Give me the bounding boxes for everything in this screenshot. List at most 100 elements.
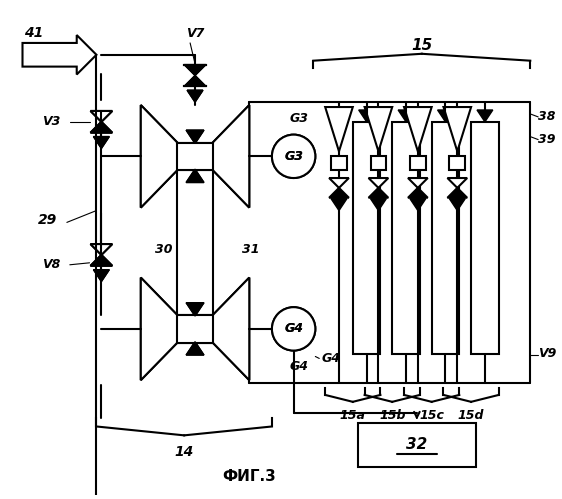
Polygon shape: [213, 105, 250, 208]
Polygon shape: [186, 130, 204, 144]
Text: 41: 41: [25, 26, 44, 40]
Polygon shape: [443, 107, 471, 151]
Polygon shape: [184, 65, 206, 75]
Polygon shape: [93, 270, 109, 281]
Polygon shape: [404, 107, 432, 151]
Polygon shape: [447, 188, 467, 198]
Polygon shape: [186, 342, 204, 355]
Polygon shape: [329, 188, 349, 198]
Polygon shape: [331, 110, 347, 122]
Polygon shape: [438, 110, 454, 122]
Text: G4: G4: [321, 352, 340, 365]
Text: G4: G4: [284, 322, 303, 335]
Polygon shape: [213, 105, 250, 208]
Polygon shape: [359, 110, 374, 122]
Text: 30: 30: [155, 244, 173, 256]
Bar: [450, 156, 465, 170]
Text: G3: G3: [284, 150, 303, 163]
Polygon shape: [22, 35, 97, 74]
Polygon shape: [93, 137, 109, 148]
Circle shape: [272, 307, 315, 351]
Polygon shape: [369, 178, 388, 188]
Bar: [410, 156, 426, 170]
Bar: [331, 156, 347, 170]
Polygon shape: [331, 199, 347, 211]
Polygon shape: [141, 105, 177, 208]
Polygon shape: [408, 188, 428, 198]
Text: 38: 38: [538, 110, 556, 123]
Polygon shape: [93, 270, 109, 281]
Polygon shape: [447, 178, 467, 188]
Polygon shape: [186, 169, 204, 183]
Polygon shape: [184, 75, 206, 86]
Polygon shape: [186, 342, 204, 355]
Text: ФИГ.3: ФИГ.3: [223, 469, 276, 484]
Polygon shape: [329, 178, 349, 188]
Polygon shape: [213, 277, 250, 380]
Text: V9: V9: [538, 347, 556, 360]
Polygon shape: [186, 303, 204, 316]
Polygon shape: [186, 303, 204, 316]
Polygon shape: [369, 188, 388, 198]
Text: 39: 39: [538, 133, 556, 146]
Text: G4: G4: [289, 360, 308, 373]
Polygon shape: [184, 65, 206, 75]
Text: 15c: 15c: [419, 409, 444, 422]
Polygon shape: [410, 110, 426, 122]
Polygon shape: [450, 199, 465, 211]
Polygon shape: [184, 75, 206, 86]
Polygon shape: [410, 199, 426, 211]
Polygon shape: [365, 107, 392, 151]
Text: 32: 32: [406, 437, 428, 452]
Polygon shape: [90, 111, 112, 122]
Text: G3: G3: [284, 150, 303, 163]
Polygon shape: [398, 110, 414, 122]
Bar: [177, 143, 213, 170]
Polygon shape: [370, 110, 386, 122]
Text: V8: V8: [42, 258, 60, 271]
Text: V3: V3: [42, 115, 60, 128]
Polygon shape: [187, 90, 203, 102]
Circle shape: [272, 307, 315, 351]
Bar: [370, 156, 386, 170]
Polygon shape: [477, 110, 493, 122]
Circle shape: [272, 135, 315, 178]
Polygon shape: [213, 277, 250, 380]
Polygon shape: [90, 244, 112, 255]
Text: 15: 15: [411, 38, 432, 53]
Text: V7: V7: [186, 26, 204, 39]
Bar: [392, 122, 420, 353]
Bar: [177, 143, 213, 170]
Polygon shape: [90, 244, 112, 255]
Text: 14: 14: [175, 445, 194, 459]
Circle shape: [272, 135, 315, 178]
Polygon shape: [90, 255, 112, 266]
Polygon shape: [141, 105, 177, 208]
Text: G4: G4: [284, 322, 303, 335]
Text: G3: G3: [289, 112, 308, 125]
Polygon shape: [370, 199, 386, 211]
Polygon shape: [90, 255, 112, 266]
Bar: [471, 122, 498, 353]
Polygon shape: [186, 130, 204, 144]
Polygon shape: [90, 122, 112, 133]
Polygon shape: [90, 122, 112, 133]
Bar: [358, 423, 476, 467]
Polygon shape: [93, 137, 109, 148]
Bar: [353, 122, 380, 353]
Bar: [177, 315, 213, 343]
Bar: [177, 315, 213, 343]
Text: 15d: 15d: [458, 409, 484, 422]
Polygon shape: [408, 178, 428, 188]
Text: 15b: 15b: [379, 409, 405, 422]
Polygon shape: [325, 107, 353, 151]
Bar: [432, 122, 459, 353]
Text: 15a: 15a: [340, 409, 366, 422]
Polygon shape: [141, 277, 177, 380]
Text: 29: 29: [38, 214, 57, 228]
Polygon shape: [450, 110, 465, 122]
Text: 31: 31: [242, 244, 260, 256]
Polygon shape: [141, 277, 177, 380]
Polygon shape: [187, 90, 203, 102]
Polygon shape: [90, 111, 112, 122]
